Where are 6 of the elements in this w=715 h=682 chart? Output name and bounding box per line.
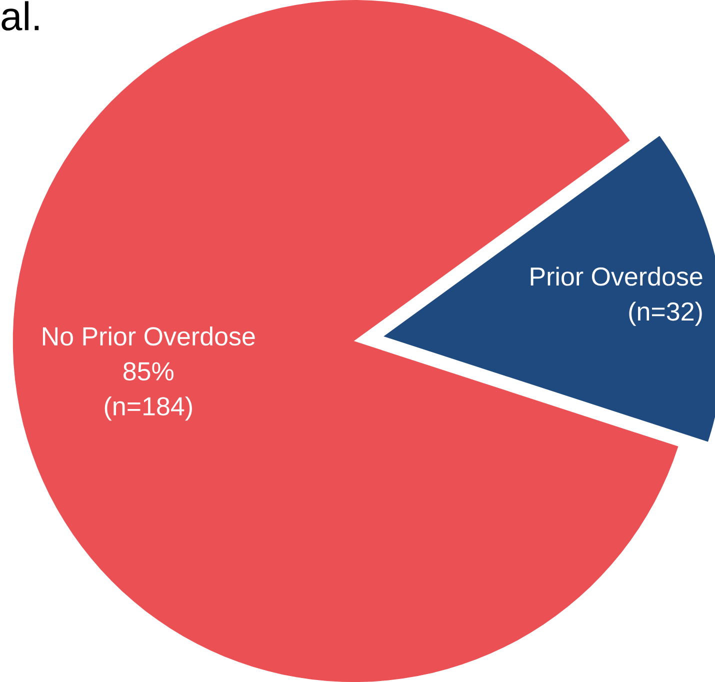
text: (n=32) [629,302,702,326]
text: (n=184) [104,396,192,421]
chart-title: al. [2,1,39,31]
slice-label: Prior Overdose [530,266,702,286]
slice-label: No Prior Overdose [42,326,255,346]
data-label: 85% [124,362,174,381]
